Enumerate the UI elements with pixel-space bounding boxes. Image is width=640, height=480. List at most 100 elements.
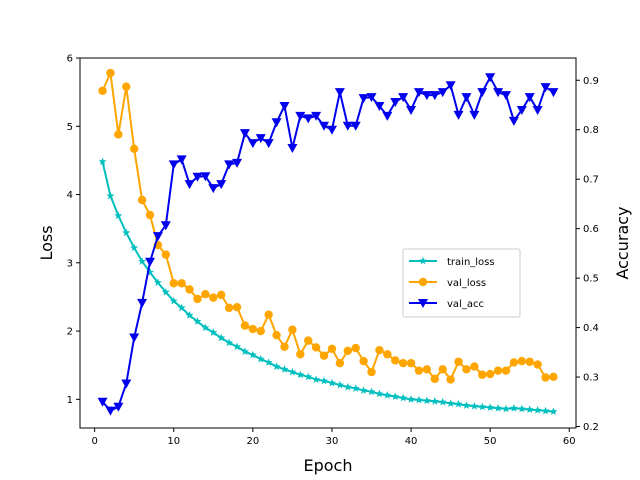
data-point [264, 358, 273, 366]
data-point [446, 375, 455, 384]
x-tick-label: 50 [484, 436, 497, 447]
data-point [391, 356, 400, 365]
data-point [383, 391, 392, 399]
data-point [533, 406, 542, 414]
data-point [296, 370, 305, 379]
data-point [470, 401, 479, 410]
data-point [239, 129, 250, 139]
data-point [374, 101, 385, 111]
data-point [177, 303, 186, 312]
data-point [493, 366, 503, 375]
data-point [311, 343, 321, 352]
y2-tick-label: 0.8 [583, 125, 599, 136]
data-point [296, 350, 305, 359]
legend: train_loss val_loss val_acc [402, 248, 521, 318]
data-point [462, 401, 471, 409]
data-point [169, 296, 178, 305]
y-right-axis-title: Accuracy [613, 206, 632, 279]
data-point [509, 358, 519, 367]
data-point [279, 101, 290, 111]
data-point [502, 404, 510, 413]
data-point [517, 356, 527, 366]
data-point [438, 397, 447, 406]
legend-item-val-loss: val_loss [409, 277, 486, 289]
data-point [288, 367, 297, 376]
data-point [516, 105, 527, 115]
data-point [224, 160, 235, 170]
x-tick-label: 10 [167, 436, 180, 447]
data-point [263, 139, 274, 149]
data-point [105, 406, 116, 416]
data-point [359, 356, 368, 366]
data-point [193, 317, 202, 325]
data-point [161, 287, 170, 296]
y-right-axis-ticks: 0.2 0.3 0.4 0.5 0.6 0.7 0.8 0.9 [576, 76, 599, 433]
data-point [161, 250, 171, 259]
legend-marker [418, 299, 428, 308]
data-point [121, 379, 132, 389]
data-point [454, 399, 463, 408]
data-point [470, 362, 479, 371]
y2-tick-label: 0.6 [583, 224, 599, 235]
data-point [208, 184, 219, 194]
data-point [549, 407, 558, 416]
legend-box [402, 248, 521, 318]
data-point [326, 125, 337, 135]
data-point [414, 395, 423, 404]
data-point [153, 278, 162, 286]
data-point [446, 399, 455, 407]
legend-item-val-acc: val_acc [409, 299, 484, 310]
y-tick-label: 4 [67, 190, 73, 201]
x-tick-label: 30 [326, 436, 339, 447]
data-point [494, 404, 503, 412]
data-point [303, 114, 314, 124]
x-axis-ticks: 0 10 20 30 40 50 60 [91, 428, 576, 447]
data-point [114, 130, 123, 139]
data-point [461, 93, 472, 103]
series-val-acc [97, 73, 559, 416]
data-point [478, 370, 487, 379]
data-point [137, 298, 148, 308]
data-point [130, 243, 139, 252]
data-point [145, 210, 155, 220]
data-point [524, 93, 535, 103]
y-left-axis-ticks: 1 2 3 4 5 6 [67, 54, 80, 406]
y-tick-label: 3 [67, 258, 73, 269]
legend-label: val_acc [447, 299, 484, 310]
data-point [493, 88, 504, 98]
data-point [98, 157, 107, 166]
y2-tick-label: 0.2 [583, 422, 599, 433]
data-point [98, 86, 107, 95]
data-point [351, 384, 360, 392]
series-train-loss [98, 157, 558, 416]
data-point [366, 93, 377, 103]
data-point [421, 91, 432, 101]
data-point [367, 387, 376, 396]
x-tick-label: 60 [563, 436, 576, 447]
data-point [247, 139, 258, 149]
data-point [351, 343, 360, 353]
data-point [382, 111, 393, 121]
data-point [114, 211, 123, 220]
data-point [272, 330, 281, 340]
data-point [209, 328, 218, 336]
legend-marker [418, 277, 428, 287]
data-point [232, 158, 243, 168]
data-point [311, 111, 322, 121]
data-point [414, 366, 424, 375]
data-point [320, 376, 329, 385]
data-point [233, 342, 242, 351]
data-point [201, 323, 210, 332]
data-point [327, 344, 337, 354]
data-point [406, 358, 416, 368]
data-point [453, 110, 464, 120]
data-point [304, 372, 313, 381]
y2-tick-label: 0.4 [583, 323, 599, 334]
data-point [185, 311, 194, 319]
data-point [398, 93, 409, 103]
data-point [342, 121, 353, 131]
data-point [350, 121, 361, 131]
data-point [201, 289, 210, 299]
data-point [501, 366, 511, 375]
